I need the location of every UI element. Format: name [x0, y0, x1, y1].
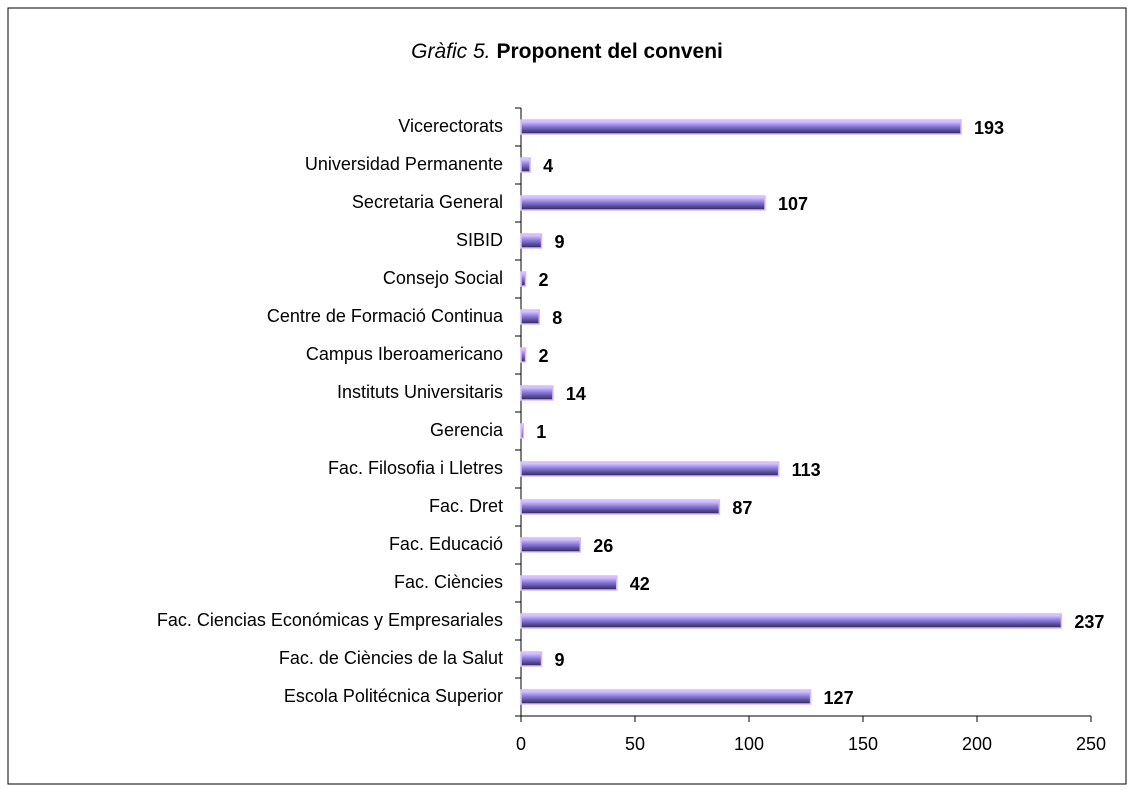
- bar: [520, 651, 543, 667]
- bar: [520, 119, 962, 135]
- y-tick-label: Fac. Educació: [389, 534, 503, 554]
- x-tick-label: 50: [625, 734, 645, 754]
- value-label: 193: [974, 118, 1004, 138]
- y-tick-label: Centre de Formació Continua: [267, 306, 504, 326]
- bar: [520, 461, 780, 477]
- frame: [7, 7, 1127, 785]
- y-tick-label: Escola Politécnica Superior: [284, 686, 503, 706]
- y-tick-label: Fac. Ciències: [394, 572, 503, 592]
- value-label: 4: [543, 156, 553, 176]
- value-label: 2: [539, 270, 549, 290]
- value-label: 14: [566, 384, 586, 404]
- bar: [520, 195, 766, 211]
- bar: [520, 537, 582, 553]
- bar: [520, 613, 1063, 629]
- value-label: 107: [778, 194, 808, 214]
- title-prefix: Gràfic 5.: [411, 40, 490, 63]
- x-tick-label: 200: [962, 734, 992, 754]
- bar: [520, 689, 812, 705]
- value-label: 26: [593, 536, 613, 556]
- bar: [520, 423, 525, 439]
- value-label: 2: [539, 346, 549, 366]
- y-tick-label: Gerencia: [430, 420, 504, 440]
- y-tick-label: Instituts Universitaris: [337, 382, 503, 402]
- y-tick-label: Campus Iberoamericano: [306, 344, 503, 364]
- title-main: Proponent del conveni: [497, 40, 723, 63]
- x-tick-label: 250: [1076, 734, 1106, 754]
- y-tick-label: Fac. Filosofia i Lletres: [328, 458, 503, 478]
- x-tick-label: 150: [848, 734, 878, 754]
- value-label: 87: [732, 498, 752, 518]
- bar: [520, 309, 540, 325]
- value-label: 9: [555, 232, 565, 252]
- bar: [520, 499, 721, 515]
- bar: [520, 271, 527, 287]
- y-tick-label: Fac. Dret: [429, 496, 503, 516]
- y-tick-label: Universidad Permanente: [305, 154, 503, 174]
- y-tick-label: Consejo Social: [383, 268, 503, 288]
- bar: [520, 233, 543, 249]
- y-tick-label: Secretaria General: [352, 192, 503, 212]
- y-tick-label: Vicerectorats: [398, 116, 503, 136]
- value-label: 113: [792, 460, 821, 480]
- y-tick-label: SIBID: [456, 230, 503, 250]
- value-label: 8: [552, 308, 562, 328]
- value-label: 1: [536, 422, 546, 442]
- chart-title: Gràfic 5. Proponent del conveni: [411, 40, 723, 63]
- x-tick-label: 0: [516, 734, 526, 754]
- value-label: 237: [1074, 612, 1104, 632]
- bar: [520, 347, 527, 363]
- bar: [520, 385, 554, 401]
- bar: [520, 575, 618, 591]
- value-label: 9: [555, 650, 565, 670]
- x-tick-label: 100: [734, 734, 764, 754]
- y-tick-label: Fac. Ciencias Económicas y Empresariales: [157, 610, 503, 630]
- value-label: 127: [824, 688, 854, 708]
- value-label: 42: [630, 574, 650, 594]
- y-tick-label: Fac. de Ciències de la Salut: [279, 648, 503, 668]
- bar: [520, 157, 531, 173]
